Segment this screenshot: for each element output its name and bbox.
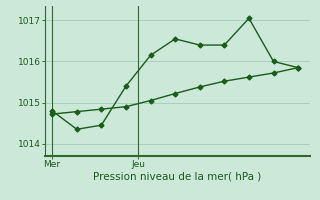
X-axis label: Pression niveau de la mer( hPa ): Pression niveau de la mer( hPa ) — [93, 172, 262, 182]
